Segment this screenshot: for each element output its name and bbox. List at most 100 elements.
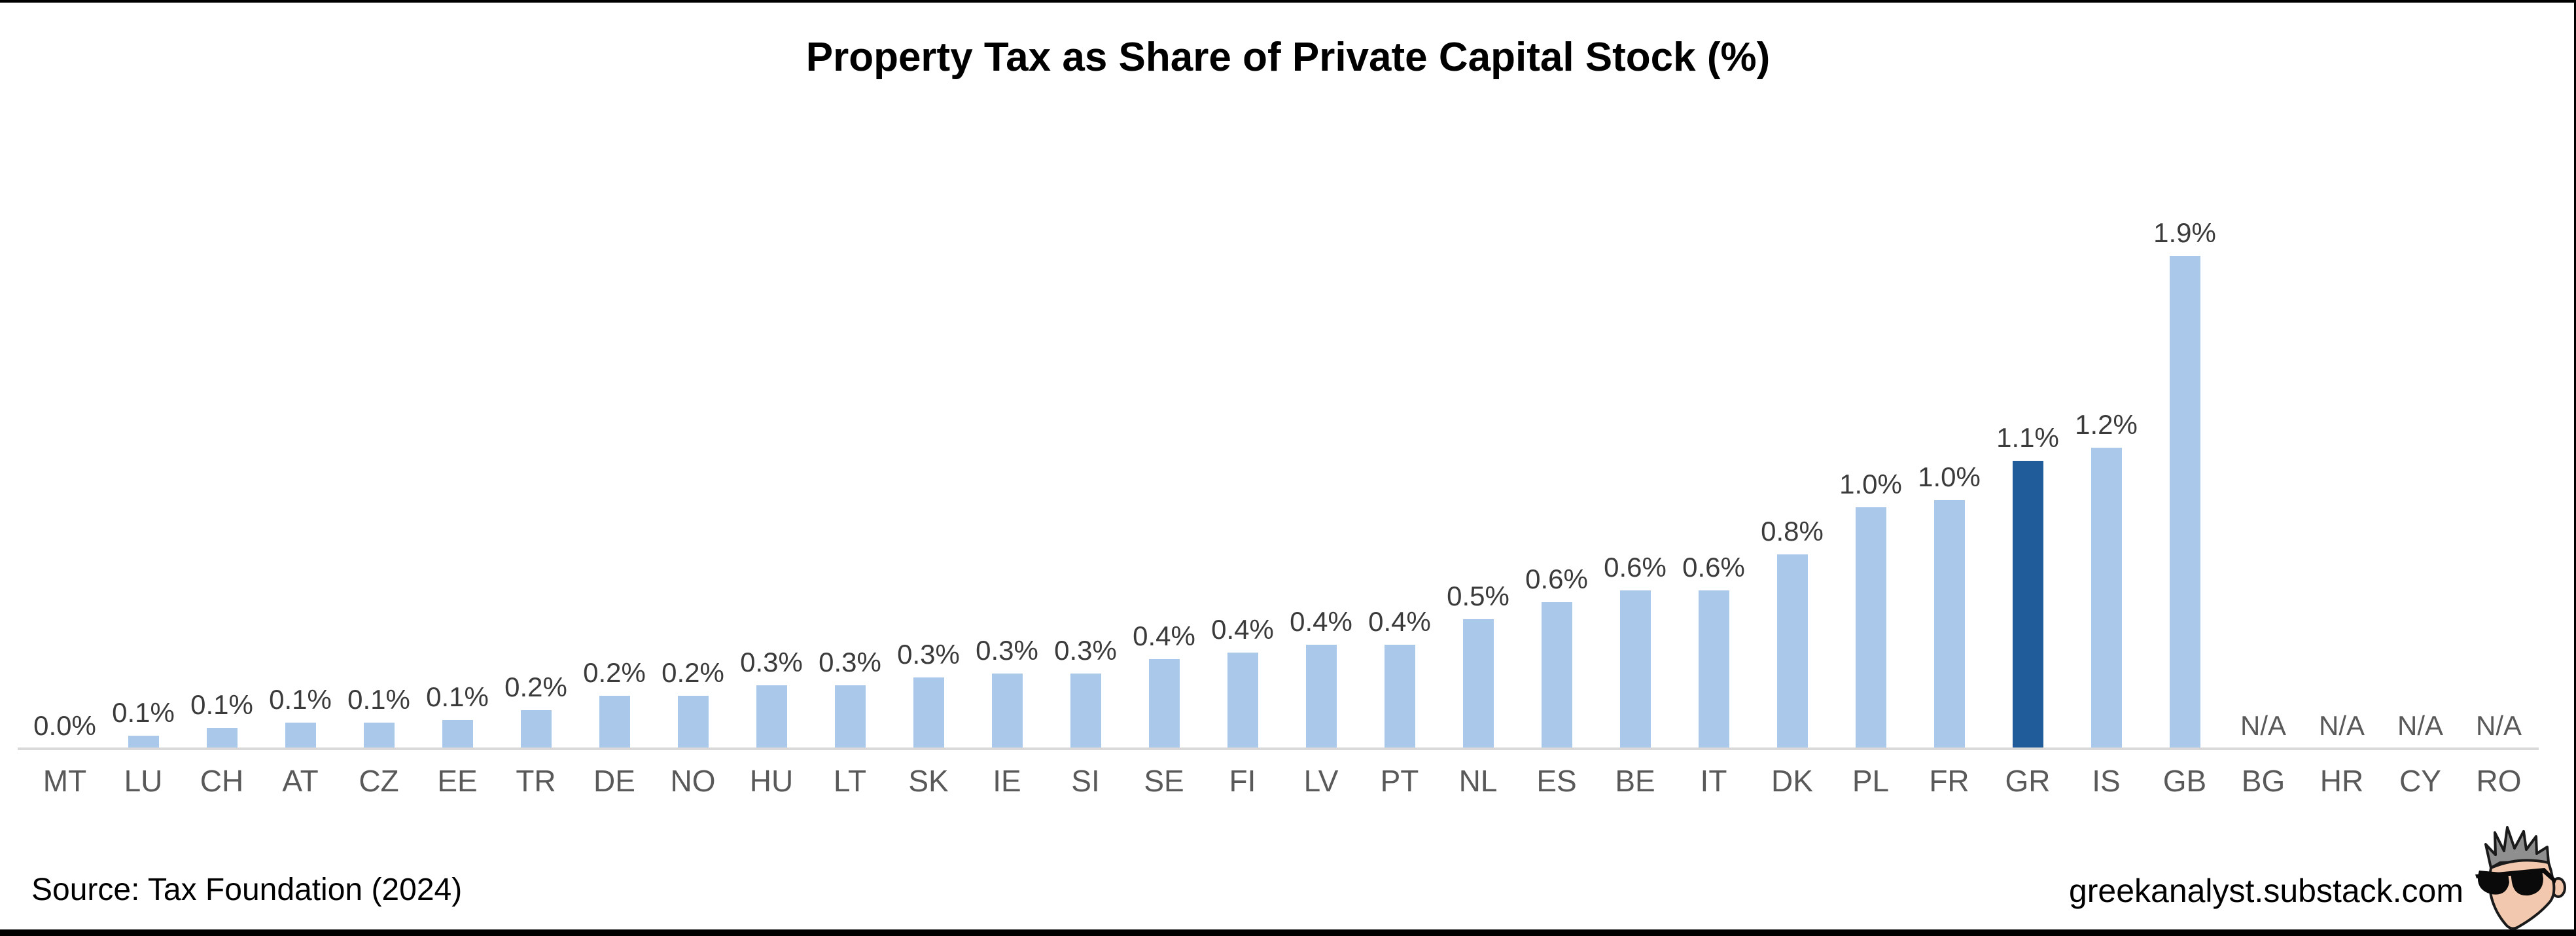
category-label-ro: RO [2476,764,2522,798]
category-label-is: IS [2092,764,2121,798]
substack-link[interactable]: greekanalyst.substack.com [2068,873,2463,909]
category-label-ee: EE [437,764,478,798]
bar-column-pt: 0.4% [1360,0,1439,749]
bar-sk [913,677,944,749]
category-label-lu: LU [124,764,163,798]
bar-column-se: 0.4% [1125,0,1203,749]
value-label: 1.2% [2075,409,2138,440]
bar-column-es: 0.6% [1517,0,1596,749]
x-axis-line [18,747,2539,750]
category-label-no: NO [670,764,716,798]
bar-at [285,723,316,749]
category-label-it: IT [1700,764,1727,798]
bar-fr [1933,500,1965,749]
bar-column-lv: 0.4% [1282,0,1360,749]
category-label-at: AT [282,764,319,798]
bar-column-fi: 0.4% [1203,0,1282,749]
category-label-es: ES [1536,764,1577,798]
bar-column-hu: 0.3% [732,0,811,749]
chart-title: Property Tax as Share of Private Capital… [805,35,1771,80]
bar-pl [1855,507,1886,749]
bar-column-de: 0.2% [575,0,654,749]
category-label-tr: TR [516,764,556,798]
bar-column-gb: 1.9% [2145,0,2224,749]
bar-nl [1462,619,1494,749]
bar-column-no: 0.2% [654,0,732,749]
bar-column-ie: 0.3% [968,0,1046,749]
bar-column-si: 0.3% [1046,0,1125,749]
screenshot-border-bottom [0,929,2576,936]
bar-column-lt: 0.3% [811,0,889,749]
bar-column-be: 0.6% [1596,0,1674,749]
category-axis-labels: MT LU CH AT CZ EE TR DE NO HU LT SK IE SI SE FI LV PT NL ES… [26,766,2538,796]
bar-lu [128,736,159,749]
bar-column-cy: N/A [2381,0,2460,749]
category-label-ie: IE [993,764,1021,798]
bar-hu [756,685,787,749]
value-label: 0.6% [1525,564,1588,594]
bar-ch [206,728,238,749]
category-label-se: SE [1144,764,1184,798]
bar-gb [2169,256,2200,749]
bar-column-ro: N/A [2460,0,2538,749]
na-label: N/A [2318,710,2365,741]
value-label: 0.4% [1368,606,1431,637]
bar-column-mt: 0.0% [26,0,104,749]
bar-column-tr: 0.2% [497,0,575,749]
value-label: 0.2% [662,657,724,688]
value-label: 0.4% [1290,606,1352,637]
category-label-be: BE [1615,764,1655,798]
value-label: 0.5% [1447,581,1509,611]
value-label: 0.3% [740,647,803,677]
bar-dk [1776,554,1808,749]
bar-no [677,696,709,749]
bar-column-cz: 0.1% [340,0,418,749]
bar-is [2091,448,2122,749]
category-label-cz: CZ [359,764,399,798]
na-label: N/A [2475,710,2522,741]
bar-column-sk: 0.3% [889,0,968,749]
bar-es [1541,602,1572,749]
bar-column-hr: N/A [2303,0,2381,749]
category-label-lv: LV [1303,764,1339,798]
category-label-cy: CY [2399,764,2441,798]
screenshot-border-right [2574,0,2576,936]
bar-column-dk: 0.8% [1753,0,1831,749]
category-label-fr: FR [1929,764,1969,798]
category-label-dk: DK [1771,764,1813,798]
value-label: 0.1% [190,689,253,720]
value-label: 0.1% [269,684,332,715]
screenshot-border-top [0,0,2576,3]
na-label: N/A [2240,710,2286,741]
bar-column-ch: 0.1% [183,0,261,749]
bar-column-is: 1.2% [2067,0,2145,749]
bar-cz [363,723,395,749]
value-label: 1.1% [1996,422,2059,453]
bar-gr [2012,461,2043,749]
greekanalyst-avatar-logo [2475,826,2566,930]
bar-column-pl: 1.0% [1831,0,1910,749]
value-label: 0.6% [1604,552,1667,583]
bar-column-ee: 0.1% [418,0,497,749]
na-label: N/A [2397,710,2443,741]
category-label-pl: PL [1852,764,1890,798]
value-label: 0.1% [426,681,489,712]
value-label: 0.3% [819,647,881,677]
bar-be [1619,590,1651,749]
value-label: 0.3% [976,635,1038,666]
value-label: 1.0% [1918,461,1981,492]
avatar-sunglasses-right-lens [2511,871,2543,896]
category-label-hu: HU [749,764,794,798]
category-label-si: SI [1071,764,1100,798]
value-label: 0.1% [347,684,410,715]
bar-column-at: 0.1% [261,0,340,749]
bar-si [1070,674,1101,749]
bar-column-bg: N/A [2224,0,2303,749]
value-label: 1.9% [2153,217,2216,248]
value-label: 0.6% [1682,552,1745,583]
bar-fi [1227,653,1258,749]
bar-ee [442,720,473,749]
value-label: 0.4% [1211,614,1274,645]
avatar-sunglasses-frame [2475,868,2556,884]
